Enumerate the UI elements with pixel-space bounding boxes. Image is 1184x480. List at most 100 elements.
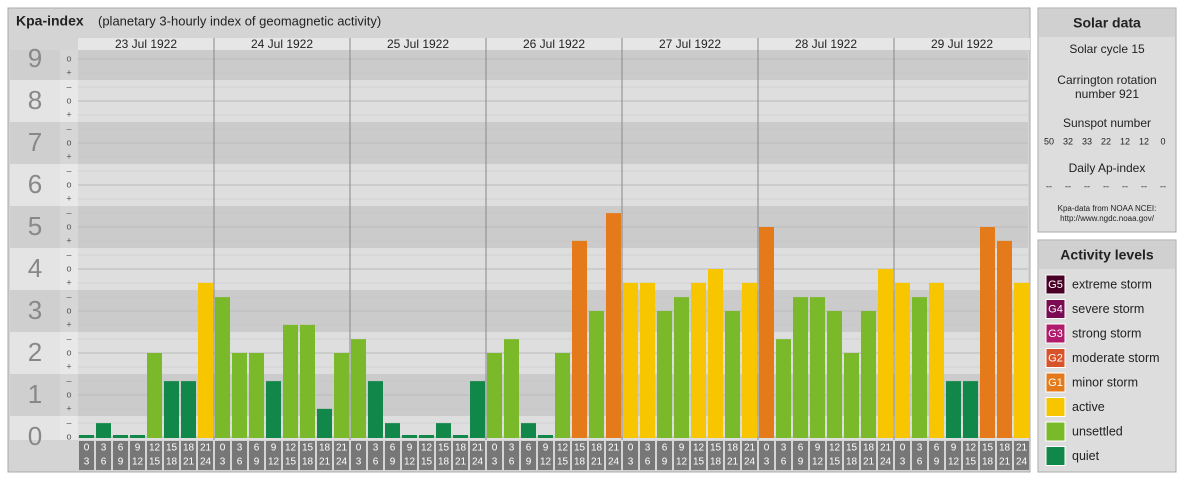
hour-from: 0: [492, 443, 498, 454]
hour-cell: [657, 441, 672, 470]
hour-to: 18: [846, 457, 858, 468]
bar: [164, 381, 179, 438]
third-mark: –: [66, 333, 71, 343]
hour-cell: [538, 441, 553, 470]
bar: [657, 311, 672, 438]
bar: [504, 339, 519, 438]
hour-from: 12: [965, 443, 977, 454]
activity-header: [1039, 241, 1175, 269]
level-code: G3: [1048, 328, 1063, 340]
bar: [725, 311, 740, 438]
hour-to: 18: [166, 457, 178, 468]
hour-cell: [249, 441, 264, 470]
level-swatch: [1045, 446, 1066, 466]
sub-box: [60, 374, 78, 416]
bar: [215, 297, 230, 438]
hour-from: 15: [846, 443, 858, 454]
hour-cell: [589, 441, 604, 470]
hour-cell: [300, 441, 315, 470]
hour-to: 12: [812, 457, 824, 468]
ap-value: --: [1141, 181, 1147, 191]
hour-to: 3: [764, 457, 770, 468]
hour-to: 24: [472, 457, 484, 468]
third-mark: o: [66, 347, 71, 357]
bar: [79, 435, 94, 438]
hour-cell: [878, 441, 893, 470]
bar: [844, 353, 859, 438]
bar: [232, 353, 247, 438]
hour-cell: [470, 441, 485, 470]
y-tick-label: 8: [28, 85, 42, 115]
hour-cell: [334, 441, 349, 470]
hour-from: 12: [693, 443, 705, 454]
kp-box: [10, 374, 60, 416]
date-header: [78, 38, 214, 50]
bar: [402, 435, 417, 438]
hour-cell: [691, 441, 706, 470]
hour-cell: [810, 441, 825, 470]
hour-from: 18: [863, 443, 875, 454]
level-label: quiet: [1072, 449, 1100, 463]
hour-to: 12: [404, 457, 416, 468]
hour-cell: [742, 441, 757, 470]
hour-from: 12: [149, 443, 161, 454]
sunspot-value: 0: [1160, 136, 1165, 146]
hour-from: 21: [608, 443, 620, 454]
third-mark: –: [66, 291, 71, 301]
bar: [181, 381, 196, 438]
hour-to: 21: [591, 457, 603, 468]
third-mark: o: [66, 179, 71, 189]
y-tick-label: 6: [28, 169, 42, 199]
level-code: G2: [1048, 352, 1063, 364]
carrington: number 921: [1075, 87, 1139, 101]
level-swatch: [1045, 348, 1066, 368]
bar: [198, 282, 213, 438]
bar: [623, 282, 638, 438]
bar: [351, 339, 366, 438]
hour-to: 21: [319, 457, 331, 468]
hour-from: 6: [390, 443, 396, 454]
third-mark: –: [66, 81, 71, 91]
hour-from: 21: [744, 443, 756, 454]
bar: [640, 282, 655, 438]
level-label: extreme storm: [1072, 277, 1152, 291]
activity-title: Activity levels: [1060, 247, 1154, 263]
hour-cell: [164, 441, 179, 470]
hour-cell: [181, 441, 196, 470]
kp-box: [10, 122, 60, 164]
hour-cell: [555, 441, 570, 470]
source: http://www.ngdc.noaa.gov/: [1060, 214, 1155, 223]
hour-from: 21: [472, 443, 484, 454]
third-mark: o: [66, 53, 71, 63]
kp-box: [10, 50, 60, 80]
hour-to: 24: [200, 457, 212, 468]
hour-to: 6: [373, 457, 379, 468]
hour-cell: [198, 441, 213, 470]
bar: [130, 435, 145, 438]
hour-cell: [980, 441, 995, 470]
bar: [793, 297, 808, 438]
level-swatch: [1045, 274, 1066, 295]
hour-cell: [368, 441, 383, 470]
third-mark: –: [66, 249, 71, 259]
hour-cell: [453, 441, 468, 470]
hour-from: 3: [237, 443, 243, 454]
hour-to: 24: [1016, 457, 1028, 468]
sunspot-value: 50: [1044, 136, 1054, 146]
hour-to: 6: [101, 457, 107, 468]
kp-box: [10, 332, 60, 374]
hour-cell: [708, 441, 723, 470]
hour-from: 18: [319, 443, 331, 454]
hour-to: 12: [676, 457, 688, 468]
bar: [249, 353, 264, 438]
date-header: [622, 38, 758, 50]
hour-to: 21: [727, 457, 739, 468]
third-mark: –: [66, 123, 71, 133]
hour-cell: [266, 441, 281, 470]
third-mark: –: [66, 165, 71, 175]
bar: [606, 213, 621, 438]
hour-from: 0: [356, 443, 362, 454]
hour-cell: [385, 441, 400, 470]
hour-to: 18: [438, 457, 450, 468]
third-mark: –: [66, 375, 71, 385]
